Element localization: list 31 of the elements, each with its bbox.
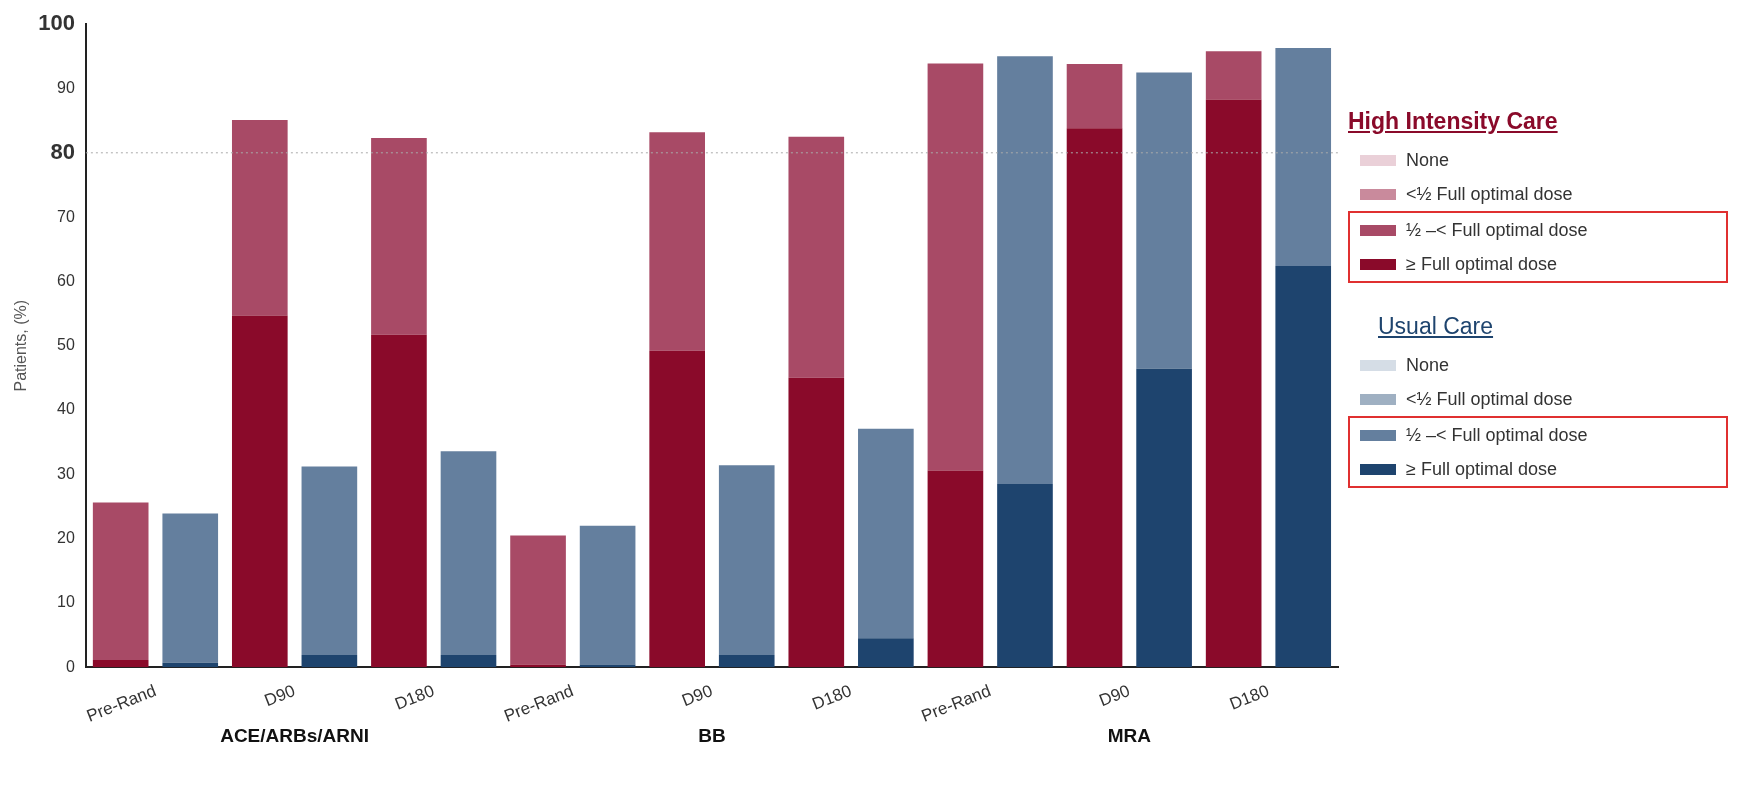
y-tick-label: 10 <box>57 593 76 611</box>
text: BB <box>698 725 726 747</box>
x-tick-label: D90 <box>261 681 298 711</box>
x-tick-label: D90 <box>1096 681 1133 711</box>
text: ACE/ARBs/ARNI <box>220 725 370 747</box>
y-tick-label: 70 <box>57 207 76 225</box>
y-tick-label: 80 <box>50 138 75 164</box>
y-tick-label: 60 <box>57 271 76 289</box>
y-tick-label: 50 <box>57 336 76 354</box>
x-tick-label: D90 <box>679 681 716 711</box>
y-tick-label: 40 <box>57 400 76 418</box>
y-tick-label: 20 <box>57 529 76 546</box>
x-tick-label: D180 <box>392 681 437 714</box>
x-tick-label: D180 <box>809 681 855 714</box>
y-tick-label: 0 <box>66 657 75 675</box>
legend-label: None <box>1406 354 1450 376</box>
legend-label: ½ –< Full optimal dose <box>1406 424 1588 446</box>
y-tick-label: 90 <box>57 78 76 96</box>
legend-label: ½ –< Full optimal dose <box>1406 219 1588 241</box>
text: MRA <box>1107 725 1152 747</box>
legend-label: None <box>1406 149 1450 171</box>
legend-label: ≥ Full optimal dose <box>1406 253 1557 275</box>
text: High Intensity Care <box>1348 108 1558 134</box>
x-tick-label: D180 <box>1226 681 1272 714</box>
legend-label: <½ Full optimal dose <box>1406 388 1573 410</box>
legend-label: ≥ Full optimal dose <box>1406 458 1557 480</box>
y-tick-label: 30 <box>57 464 76 482</box>
text: Usual Care <box>1378 313 1494 339</box>
y-axis-title: Patients, (%) <box>12 299 30 392</box>
legend-label: <½ Full optimal dose <box>1406 183 1573 205</box>
y-tick-label: 100 <box>38 10 75 36</box>
